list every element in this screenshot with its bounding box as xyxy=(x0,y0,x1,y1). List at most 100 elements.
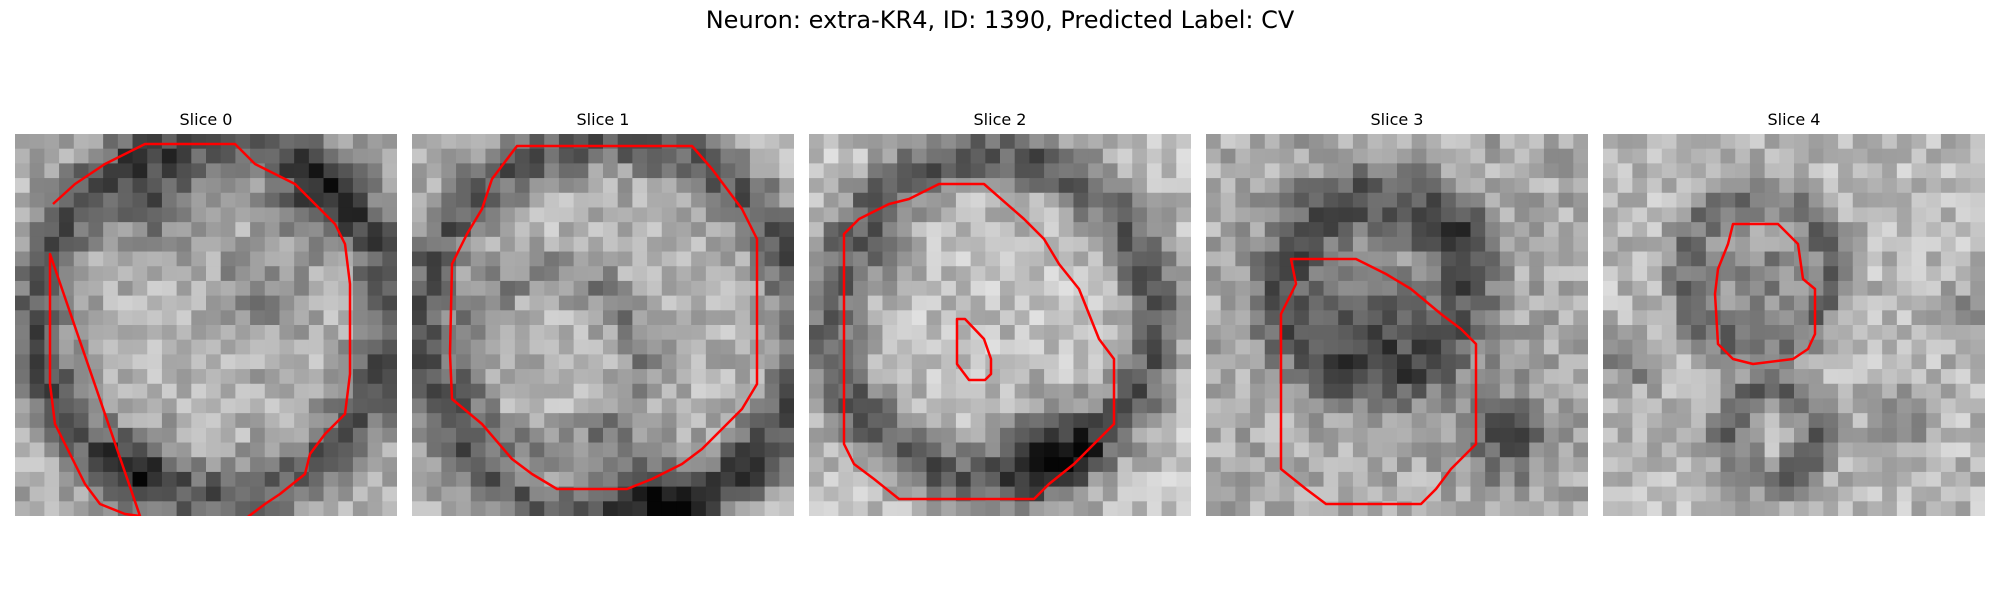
pixel xyxy=(1926,457,1942,473)
pixel xyxy=(1823,398,1839,414)
pixel xyxy=(1294,178,1310,194)
pixel xyxy=(573,280,589,297)
pixel xyxy=(544,266,560,282)
pixel xyxy=(1352,398,1369,414)
pixel xyxy=(1279,369,1295,385)
pixel xyxy=(1455,207,1472,223)
pixel xyxy=(456,501,472,516)
pixel xyxy=(1926,134,1942,150)
pixel xyxy=(117,383,134,400)
pixel xyxy=(235,222,251,238)
pixel xyxy=(735,134,751,150)
pixel xyxy=(323,236,339,253)
pixel xyxy=(838,457,854,473)
pixel xyxy=(1117,325,1133,341)
pixel xyxy=(1044,325,1060,341)
pixel xyxy=(308,354,325,370)
pixel xyxy=(1735,383,1751,400)
pixel xyxy=(1808,222,1824,238)
pixel xyxy=(1529,295,1545,311)
pixel xyxy=(779,192,794,209)
pixel xyxy=(1264,266,1281,282)
pixel xyxy=(603,501,619,516)
pixel xyxy=(308,251,325,267)
pixel xyxy=(647,163,663,179)
pixel xyxy=(603,192,619,209)
pixel xyxy=(1146,192,1163,209)
pixel xyxy=(1250,457,1266,473)
pixel xyxy=(897,501,913,516)
pixel xyxy=(691,163,707,179)
pixel xyxy=(1705,251,1722,267)
pixel xyxy=(632,354,648,370)
pixel xyxy=(500,383,516,400)
pixel xyxy=(1779,471,1795,488)
pixel xyxy=(882,457,898,473)
pixel xyxy=(588,339,604,355)
pixel xyxy=(970,295,986,311)
pixel xyxy=(279,192,295,209)
pixel xyxy=(1617,192,1633,209)
pixel xyxy=(985,148,1001,164)
pixel xyxy=(1691,398,1707,414)
pixel xyxy=(250,178,266,194)
pixel xyxy=(176,369,192,385)
pixel xyxy=(1955,471,1971,488)
pixel xyxy=(1088,354,1104,370)
pixel xyxy=(705,178,722,194)
pixel xyxy=(705,339,722,355)
pixel xyxy=(147,501,163,516)
pixel xyxy=(764,383,780,400)
pixel xyxy=(1940,222,1957,238)
pixel xyxy=(29,163,45,179)
pixel xyxy=(853,295,869,311)
pixel xyxy=(1294,427,1310,444)
pixel xyxy=(485,354,501,370)
pixel xyxy=(1367,148,1383,164)
pixel xyxy=(1044,427,1060,444)
pixel xyxy=(279,501,295,516)
pixel xyxy=(544,192,560,209)
pixel xyxy=(720,207,736,223)
pixel xyxy=(1323,192,1339,209)
pixel xyxy=(1102,354,1119,370)
pixel xyxy=(1102,457,1119,473)
pixel xyxy=(676,486,692,502)
pixel xyxy=(206,251,222,267)
pixel xyxy=(1676,339,1692,355)
pixel xyxy=(161,148,178,164)
pixel xyxy=(1970,222,1985,238)
pixel xyxy=(1676,266,1692,282)
pixel xyxy=(250,354,266,370)
pixel xyxy=(485,369,501,385)
pixel xyxy=(1411,148,1427,164)
pixel xyxy=(1911,192,1927,209)
pixel xyxy=(412,310,428,326)
pixel xyxy=(985,325,1001,341)
pixel xyxy=(970,369,986,385)
pixel xyxy=(676,236,692,253)
pixel xyxy=(1308,413,1325,429)
pixel xyxy=(617,280,633,297)
pixel xyxy=(44,236,60,253)
pixel xyxy=(1647,457,1663,473)
pixel xyxy=(1088,251,1104,267)
pixel xyxy=(764,251,780,267)
pixel xyxy=(73,236,90,253)
pixel xyxy=(1970,442,1985,458)
pixel xyxy=(1749,178,1766,194)
pixel xyxy=(809,413,825,429)
pixel xyxy=(911,134,928,150)
pixel xyxy=(1206,310,1222,326)
pixel xyxy=(720,236,736,253)
pixel xyxy=(308,280,325,297)
pixel xyxy=(1926,236,1942,253)
pixel xyxy=(426,266,442,282)
pixel xyxy=(1058,339,1075,355)
pixel xyxy=(1132,457,1148,473)
pixel xyxy=(1206,236,1222,253)
pixel xyxy=(647,369,663,385)
pixel xyxy=(338,471,354,488)
pixel xyxy=(1970,266,1985,282)
pixel xyxy=(382,310,397,326)
